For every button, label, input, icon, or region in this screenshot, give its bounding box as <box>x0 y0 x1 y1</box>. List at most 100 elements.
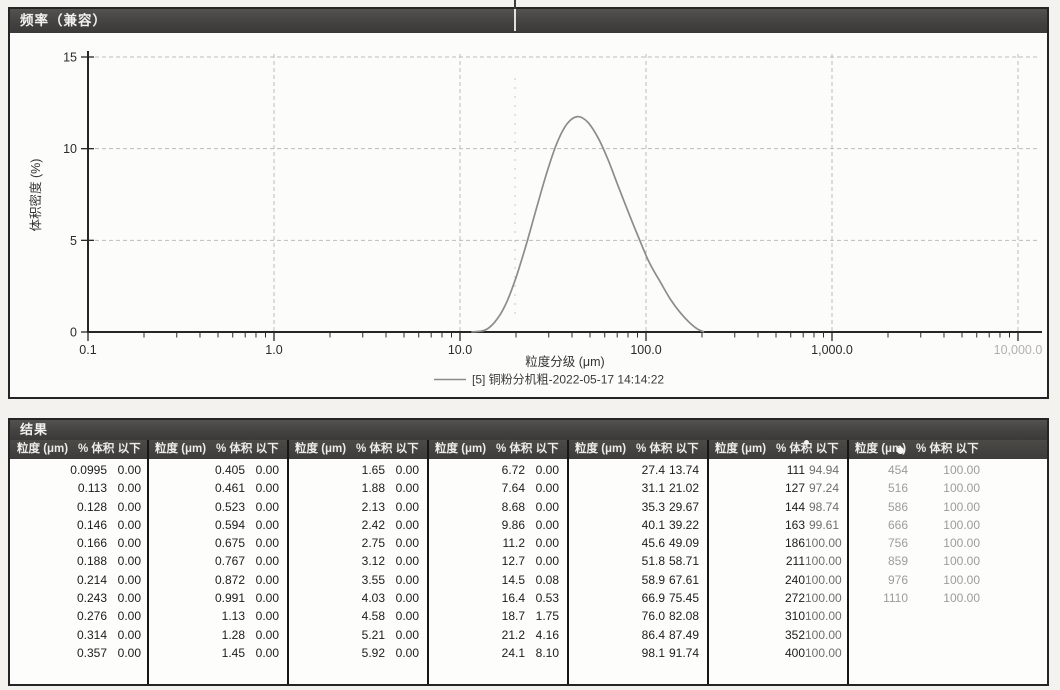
size-cell: 5.92 <box>361 645 385 660</box>
column-group-header: 粒度 (μm) % 体积 以下 <box>568 440 708 459</box>
pct-cell: 100.00 <box>943 536 980 551</box>
table-row: 98.1 91.74 <box>568 644 708 662</box>
size-cell: 352 <box>784 627 805 642</box>
table-row: 2.13 0.00 <box>288 498 428 516</box>
results-column-group: 0.0995 0.00 0.113 0.00 0.128 0.00 0.146 0.00 0.1… <box>10 461 148 662</box>
pct-cell: 99.61 <box>808 517 839 532</box>
pct-cell: 100.00 <box>943 481 980 496</box>
table-row: 1.13 0.00 <box>148 607 288 625</box>
size-cell: 1.45 <box>221 645 245 660</box>
pct-cell: 100.00 <box>805 572 842 587</box>
pct-cell: 100.00 <box>943 554 980 569</box>
table-row: 86.4 87.49 <box>568 626 708 644</box>
results-table-body: 0.0995 0.00 0.113 0.00 0.128 0.00 0.146 0.00 0.1… <box>10 459 1047 684</box>
size-cell: 58.9 <box>641 572 665 587</box>
column-group-header: 粒度 (μm) % 体积 以下 <box>428 440 568 459</box>
table-row: 35.3 29.67 <box>568 498 708 516</box>
pct-cell: 0.00 <box>117 645 141 660</box>
pct-cell: 97.24 <box>808 481 839 496</box>
pct-cell: 0.00 <box>117 517 141 532</box>
table-row: 0.991 0.00 <box>148 589 288 607</box>
pct-cell: 0.00 <box>395 481 419 496</box>
size-cell: 144 <box>784 499 805 514</box>
pct-cell: 0.00 <box>395 645 419 660</box>
y-tick-label: 0 <box>70 326 77 340</box>
size-cell: 0.146 <box>76 517 107 532</box>
size-column-header: 粒度 (μm) <box>715 443 767 455</box>
pct-cell: 87.49 <box>668 627 699 642</box>
pct-column-header: % 体积 以下 <box>216 443 279 455</box>
pct-cell: 100.00 <box>943 463 980 477</box>
size-column-header: 粒度 (μm) <box>575 443 627 455</box>
table-row: 186 100.00 <box>708 534 848 552</box>
size-cell: 31.1 <box>641 481 665 496</box>
table-row: 11.2 0.00 <box>428 534 568 552</box>
column-separator <box>147 440 149 684</box>
table-row: 21.2 4.16 <box>428 626 568 644</box>
size-cell: 2.13 <box>361 499 385 514</box>
chart-panel-titlebar: 频率（兼容） <box>10 9 1047 33</box>
particle-size-frequency-chart: 0 5 10 15 0.1 1.0 10.0 100.0 1,000.0 10,000.0 体积密度… <box>28 51 1042 387</box>
table-row: 0.675 0.00 <box>148 534 288 552</box>
pct-cell: 49.09 <box>668 536 699 551</box>
column-separator <box>847 440 849 684</box>
table-row: 127 97.24 <box>708 479 848 497</box>
pct-cell: 100.00 <box>805 554 842 569</box>
table-row: 454 100.00 <box>848 461 1047 479</box>
size-cell: 14.5 <box>501 572 525 587</box>
table-row: 0.0995 0.00 <box>10 461 148 479</box>
x-tick-label: 1.0 <box>265 343 282 357</box>
size-cell: 0.675 <box>214 536 245 551</box>
pct-column-header: % 体积 以下 <box>916 443 979 455</box>
results-panel-titlebar: 结果 <box>10 420 1047 440</box>
pct-cell: 0.00 <box>395 627 419 642</box>
pct-cell: 0.00 <box>117 481 141 496</box>
size-cell: 0.594 <box>214 517 245 532</box>
size-cell: 127 <box>784 481 805 496</box>
table-row: 0.166 0.00 <box>10 534 148 552</box>
table-row: 0.461 0.00 <box>148 479 288 497</box>
pct-cell: 0.00 <box>117 572 141 587</box>
pct-cell: 0.53 <box>535 591 559 606</box>
pct-cell: 0.00 <box>255 591 279 606</box>
table-row: 6.72 0.00 <box>428 461 568 479</box>
size-cell: 12.7 <box>501 554 525 569</box>
size-cell: 3.55 <box>361 572 385 587</box>
table-row: 51.8 58.71 <box>568 552 708 570</box>
scan-artifact-dot <box>804 440 809 445</box>
size-cell: 240 <box>784 572 805 587</box>
pct-cell: 21.02 <box>668 481 699 496</box>
size-cell: 0.0995 <box>70 463 107 477</box>
table-row: 66.9 75.45 <box>568 589 708 607</box>
size-cell: 0.243 <box>76 591 107 606</box>
table-row: 756 100.00 <box>848 534 1047 552</box>
size-cell: 76.0 <box>641 609 665 624</box>
size-cell: 1.65 <box>361 463 385 477</box>
size-column-header: 粒度 (μm) <box>855 443 907 455</box>
size-cell: 0.166 <box>76 536 107 551</box>
chart-body: 0 5 10 15 0.1 1.0 10.0 100.0 1,000.0 10,000.0 体积密度… <box>10 33 1047 397</box>
table-row: 0.523 0.00 <box>148 498 288 516</box>
pct-cell: 100.00 <box>943 517 980 532</box>
y-tick-label: 5 <box>70 234 77 248</box>
table-row: 400 100.00 <box>708 644 848 662</box>
size-column-header: 粒度 (μm) <box>17 443 69 455</box>
axes <box>87 51 1042 333</box>
size-cell: 111 <box>786 463 805 477</box>
table-row: 976 100.00 <box>848 571 1047 589</box>
size-cell: 400 <box>784 645 805 660</box>
x-tick-label: 1,000.0 <box>811 343 853 357</box>
table-row: 16.4 0.53 <box>428 589 568 607</box>
size-cell: 186 <box>784 536 805 551</box>
pct-cell: 0.00 <box>535 481 559 496</box>
scan-artifact-dot <box>897 447 904 454</box>
pct-cell: 13.74 <box>668 463 699 477</box>
scan-artifact-line <box>514 0 516 9</box>
results-panel: 结果 粒度 (μm)% 体积 以下 粒度 (μm)% 体积 以下 粒度 (μm)% … <box>8 418 1049 686</box>
size-cell: 21.2 <box>501 627 525 642</box>
size-cell: 0.523 <box>214 499 245 514</box>
table-row: 1.65 0.00 <box>288 461 428 479</box>
size-cell: 0.357 <box>76 645 107 660</box>
size-cell: 6.72 <box>501 463 525 477</box>
y-tick-label: 15 <box>63 51 77 65</box>
